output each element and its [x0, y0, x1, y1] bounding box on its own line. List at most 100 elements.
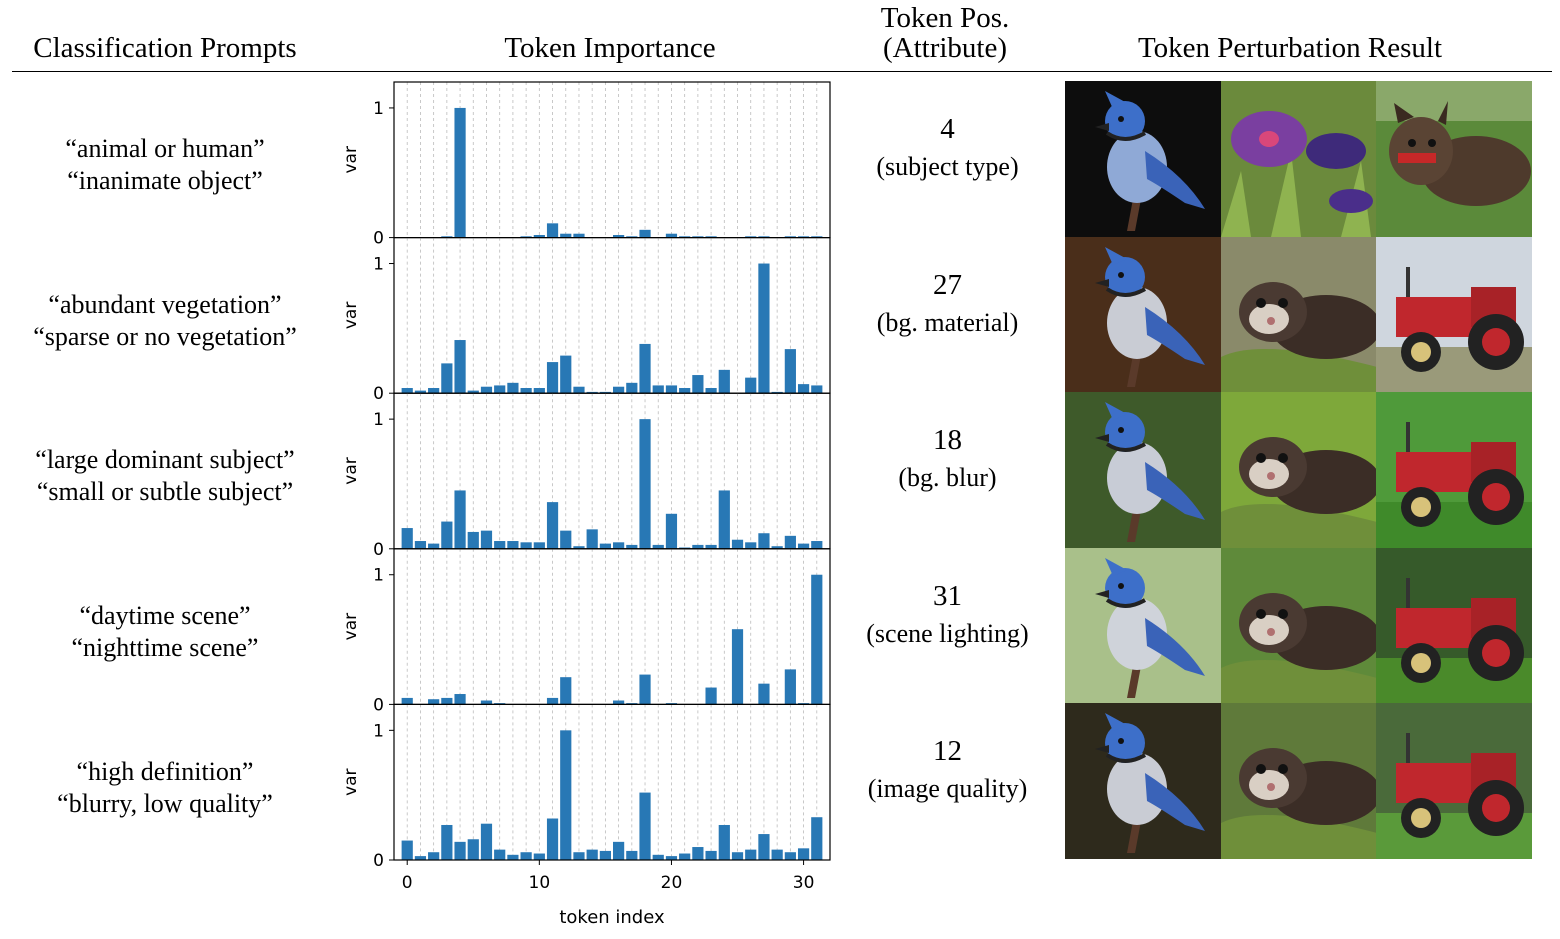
- bar: [745, 377, 757, 394]
- prompt-positive: “animal or human”: [65, 134, 265, 163]
- perturbation-image: [1065, 236, 1221, 393]
- bar: [454, 107, 466, 238]
- token-position: 27: [933, 269, 962, 301]
- bar: [546, 818, 559, 860]
- bar: [454, 490, 466, 549]
- bar: [652, 385, 664, 394]
- header-classification-prompts: Classification Prompts: [33, 32, 297, 64]
- bar: [533, 388, 545, 394]
- bar: [665, 233, 678, 238]
- perturbation-image: [1220, 703, 1377, 860]
- bar: [705, 544, 717, 549]
- bar: [718, 369, 730, 394]
- y-axis-label: var: [341, 768, 361, 795]
- bar: [692, 544, 704, 549]
- token-attribute: (bg. material): [876, 308, 1019, 337]
- token-position: 18: [933, 424, 962, 456]
- bar: [533, 853, 545, 860]
- bar: [507, 541, 519, 549]
- bar: [705, 388, 717, 394]
- token-pos-row-1: 4 (subject type): [830, 111, 1065, 183]
- bar: [692, 375, 704, 394]
- bar: [758, 236, 770, 238]
- prompt-row-2: “abundant vegetation” “sparse or no vege…: [0, 289, 330, 353]
- perturbation-image: [1220, 81, 1377, 237]
- bar: [480, 530, 493, 549]
- token-position: 12: [933, 735, 962, 767]
- prompt-positive: “large dominant subject”: [35, 445, 295, 474]
- bar: [784, 349, 796, 394]
- token-pos-row-5: 12 (image quality): [830, 733, 1065, 805]
- bar: [467, 390, 479, 394]
- bar: [533, 235, 545, 238]
- perturbation-image: [1376, 547, 1533, 704]
- header-token-pos: Token Pos. (Attribute): [830, 3, 1060, 63]
- perturbation-image: [1065, 392, 1221, 549]
- perturbation-image: [1220, 236, 1377, 393]
- bar: [639, 674, 651, 705]
- perturbation-image: [1220, 392, 1377, 549]
- bar: [731, 629, 744, 705]
- bar: [467, 839, 479, 860]
- bar: [560, 233, 572, 238]
- bar: [428, 852, 440, 860]
- y-axis-label: var: [341, 302, 361, 329]
- bar: [454, 694, 466, 705]
- bar: [758, 533, 770, 549]
- bar: [494, 703, 506, 705]
- token-pos-row-2: 27 (bg. material): [830, 267, 1065, 339]
- bar: [811, 541, 823, 549]
- y-tick-label: 0: [373, 229, 384, 249]
- bar: [546, 223, 559, 238]
- bar: [560, 677, 572, 705]
- bar: [745, 542, 757, 549]
- token-pos-row-4: 31 (scene lighting): [830, 578, 1065, 650]
- bar: [652, 854, 664, 860]
- bar: [546, 697, 559, 705]
- perturbation-image: [1220, 547, 1377, 704]
- bar: [454, 340, 466, 394]
- token-position: 31: [933, 580, 962, 612]
- bar: [480, 386, 493, 394]
- bar: [665, 513, 678, 549]
- bar: [441, 363, 453, 394]
- bar: [480, 823, 493, 860]
- bar: [520, 236, 532, 238]
- prompt-row-3: “large dominant subject” “small or subtl…: [0, 444, 330, 508]
- bar: [784, 669, 796, 705]
- bar: [626, 850, 638, 860]
- x-tick-label: 10: [529, 873, 551, 893]
- bar: [494, 541, 506, 549]
- bar: [573, 233, 585, 238]
- bar: [560, 730, 572, 860]
- bar: [784, 852, 796, 860]
- token-attribute: (image quality): [867, 774, 1028, 803]
- header-token-importance: Token Importance: [504, 32, 716, 64]
- bar: [414, 541, 427, 549]
- bar: [533, 542, 545, 549]
- y-tick-label: 1: [373, 99, 384, 119]
- bar: [586, 391, 598, 394]
- bar: [560, 530, 572, 549]
- bar: [494, 385, 506, 394]
- token-attribute: (scene lighting): [866, 619, 1029, 648]
- token-position: 4: [940, 113, 955, 145]
- bar: [546, 362, 559, 394]
- bar: [520, 852, 532, 860]
- bar: [731, 539, 744, 549]
- bar: [758, 834, 770, 860]
- bar: [811, 385, 823, 394]
- bar: [784, 535, 796, 549]
- header-perturbation-result: Token Perturbation Result: [1137, 32, 1443, 64]
- y-axis-label: var: [341, 613, 361, 640]
- bar: [811, 236, 823, 238]
- bar: [626, 544, 638, 549]
- bar: [599, 850, 611, 860]
- bar: [797, 236, 810, 238]
- bar: [573, 546, 585, 549]
- bar: [613, 841, 625, 860]
- prompt-negative: “nighttime scene”: [71, 633, 259, 662]
- bar: [441, 697, 453, 705]
- bar: [613, 235, 625, 238]
